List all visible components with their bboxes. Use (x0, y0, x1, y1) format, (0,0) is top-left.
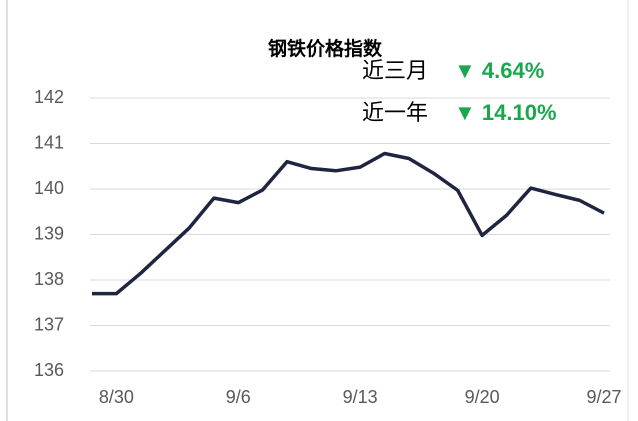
data-line (92, 151, 605, 296)
y-tick-label: 137 (34, 314, 64, 334)
chart-title: 钢铁价格指数 (268, 37, 383, 60)
x-tick-label: 9/6 (226, 387, 251, 407)
y-tick-label: 142 (34, 87, 64, 107)
x-tick-label: 9/27 (586, 387, 621, 407)
y-tick-label: 138 (34, 269, 64, 289)
annotation-label: 近一年 (362, 100, 428, 125)
x-tick-label: 9/13 (343, 387, 378, 407)
y-tick-label: 141 (34, 132, 64, 152)
x-tick-label: 8/30 (99, 387, 134, 407)
annotation-change: ▼ 14.10% (454, 100, 557, 125)
y-tick-label: 136 (34, 360, 64, 380)
x-tick-label: 9/20 (465, 387, 500, 407)
annotation-label: 近三月 (362, 58, 428, 83)
y-tick-label: 140 (34, 178, 64, 198)
y-tick-label: 139 (34, 223, 64, 243)
annotation-change: ▼ 4.64% (454, 58, 544, 83)
